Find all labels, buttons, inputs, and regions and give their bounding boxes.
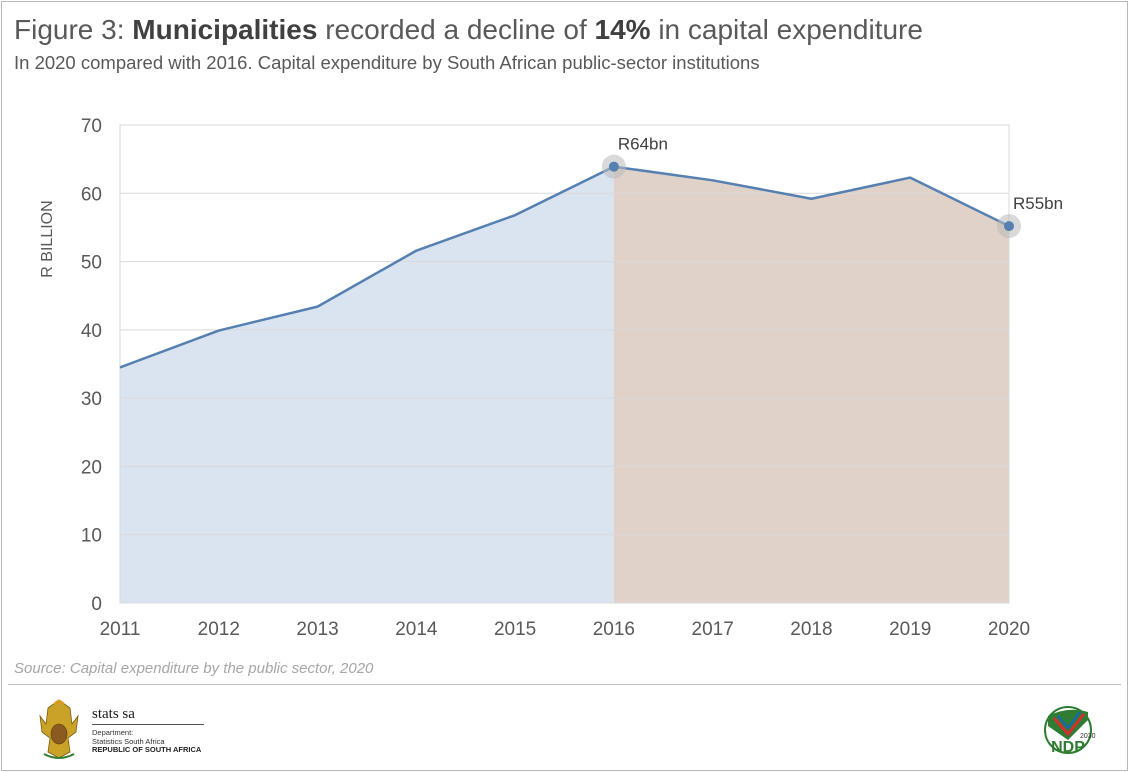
annotation-label-2016: R64bn — [618, 135, 668, 154]
ndp-year: 2030 — [1080, 733, 1096, 740]
area-fill-2016-2020 — [613, 166, 1009, 603]
stats-sa-name: stats sa — [92, 706, 135, 722]
stats-sa-department: Department: Statistics South Africa — [92, 728, 165, 746]
y-tick-label-40: 40 — [81, 321, 102, 342]
title-middle: recorded a decline of — [317, 14, 595, 45]
source-note: Source: Capital expenditure by the publi… — [14, 660, 374, 677]
republic-label: REPUBLIC OF SOUTH AFRICA — [92, 745, 202, 754]
annotation-label-2020: R55bn — [1013, 194, 1063, 213]
coat-of-arms-logo — [39, 699, 79, 759]
highlight-marker-2016 — [608, 161, 619, 172]
highlight-marker-2020 — [1004, 221, 1014, 232]
footer-divider — [8, 684, 1121, 685]
title-bold-percent: 14% — [594, 14, 651, 45]
ndp-text: NDP — [1051, 739, 1085, 756]
y-tick-label-70: 70 — [81, 116, 102, 137]
figure-title: Figure 3: Municipalities recorded a decl… — [14, 14, 923, 46]
dept-line-1: Department: — [92, 728, 134, 737]
x-tick-label-2015: 2015 — [494, 619, 536, 640]
y-tick-label-20: 20 — [81, 457, 102, 478]
stats-sa-rule — [92, 724, 204, 725]
plot-border — [119, 124, 1010, 604]
title-bold-subject: Municipalities — [132, 14, 318, 45]
y-tick-label-50: 50 — [81, 253, 102, 274]
y-tick-label-0: 0 — [91, 594, 102, 615]
title-suffix: in capital expenditure — [650, 14, 923, 45]
y-axis-label: R BILLION — [39, 200, 56, 277]
x-tick-label-2020: 2020 — [988, 619, 1030, 640]
x-tick-label-2016: 2016 — [593, 619, 635, 640]
x-tick-label-2018: 2018 — [790, 619, 832, 640]
y-tick-label-30: 30 — [81, 389, 102, 410]
x-tick-label-2013: 2013 — [296, 619, 338, 640]
y-tick-label-60: 60 — [81, 184, 102, 205]
title-prefix: Figure 3: — [14, 14, 133, 45]
x-tick-label-2017: 2017 — [692, 619, 734, 640]
dept-line-2: Statistics South Africa — [92, 737, 165, 746]
x-tick-label-2014: 2014 — [395, 619, 438, 640]
figure-subtitle: In 2020 compared with 2016. Capital expe… — [14, 52, 760, 73]
x-tick-label-2011: 2011 — [100, 619, 141, 640]
ndp-2030-logo: 2030 NDP — [1044, 706, 1096, 756]
x-tick-label-2019: 2019 — [889, 619, 931, 640]
series-line — [119, 165, 1010, 369]
x-tick-label-2012: 2012 — [198, 619, 240, 640]
area-fill-2011-2016 — [120, 166, 614, 603]
y-tick-label-10: 10 — [81, 526, 102, 547]
area-chart: 0 10 20 30 40 50 60 70 2011 2012 2013 2014 2015 2016 2… — [39, 116, 1063, 640]
